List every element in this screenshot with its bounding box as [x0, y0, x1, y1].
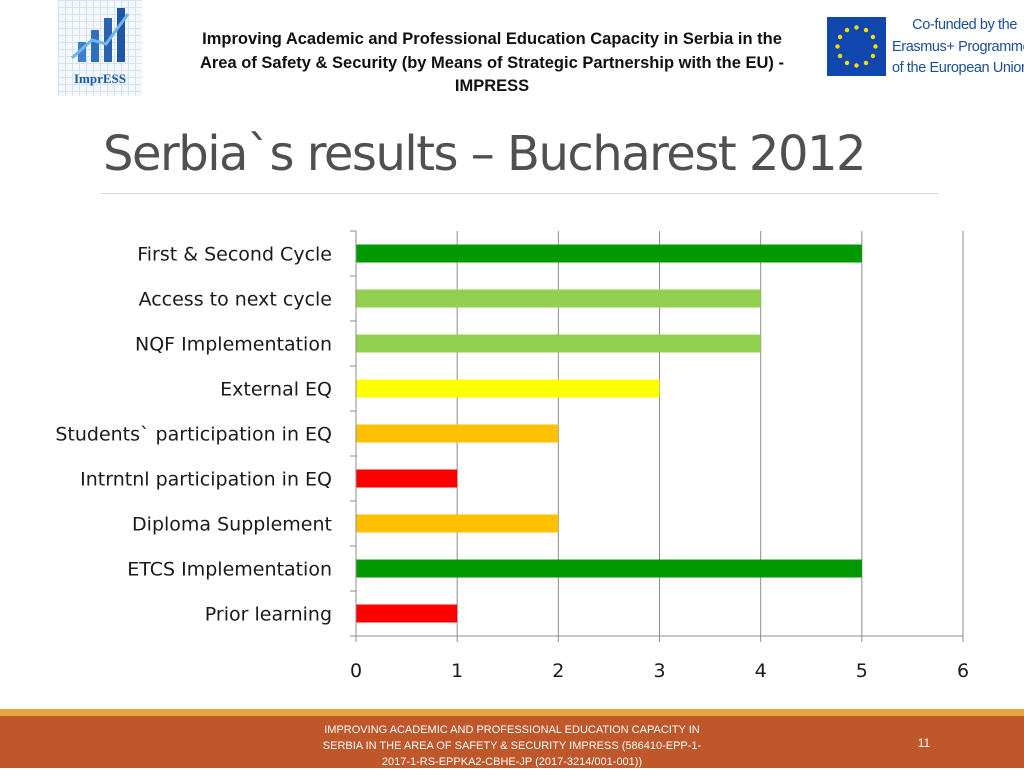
- category-label: Prior learning: [205, 604, 332, 626]
- x-tick-label: 1: [451, 660, 463, 682]
- eu-line: Co-funded by the: [912, 17, 1017, 33]
- bar-chart-logo-icon: [70, 8, 130, 62]
- bar: [356, 379, 660, 398]
- x-tick-label: 6: [957, 660, 969, 682]
- footer-band: [0, 709, 1024, 768]
- eu-flag-icon: [827, 17, 886, 76]
- bar: [356, 514, 559, 533]
- project-title: Improving Academic and Professional Educ…: [199, 30, 785, 95]
- page-number: 11: [917, 736, 931, 750]
- bar-chart: First & Second Cycle Access to next cycle…: [55, 230, 969, 682]
- logo-text: ImprESS: [73, 71, 127, 86]
- x-tick-label: 5: [856, 660, 868, 682]
- category-label: NQF Implementation: [135, 334, 332, 356]
- eu-line: of the European Union: [892, 60, 1024, 76]
- bar: [356, 424, 559, 443]
- category-label: External EQ: [220, 379, 332, 401]
- x-tick-label: 4: [755, 660, 767, 682]
- x-tick-label: 0: [350, 660, 362, 682]
- title-divider: [101, 193, 938, 194]
- eu-line: Erasmus+ Programme: [892, 38, 1024, 55]
- slide-title: Serbia`s results – Bucharest 2012: [103, 126, 867, 182]
- category-label: Access to next cycle: [139, 289, 332, 311]
- category-label: First & Second Cycle: [137, 244, 332, 266]
- footer-text: IMPROVING ACADEMIC AND PROFESSIONAL EDUC…: [322, 724, 702, 768]
- bar: [356, 559, 862, 578]
- bar: [356, 289, 761, 308]
- x-tick-label: 2: [552, 660, 564, 682]
- impress-logo: ImprESS: [58, 0, 142, 96]
- eu-cofunding-text: Co-funded by the Erasmus+ Programme of t…: [892, 15, 1024, 80]
- x-tick-label: 3: [653, 660, 665, 682]
- bar: [356, 604, 458, 623]
- category-label: ETCS Implementation: [127, 559, 332, 581]
- category-label: Intrntnl participation in EQ: [80, 469, 332, 491]
- category-label: Diploma Supplement: [132, 514, 332, 536]
- bar: [356, 244, 862, 263]
- bar: [356, 469, 458, 488]
- bar: [356, 334, 761, 353]
- category-label: Students` participation in EQ: [55, 424, 332, 446]
